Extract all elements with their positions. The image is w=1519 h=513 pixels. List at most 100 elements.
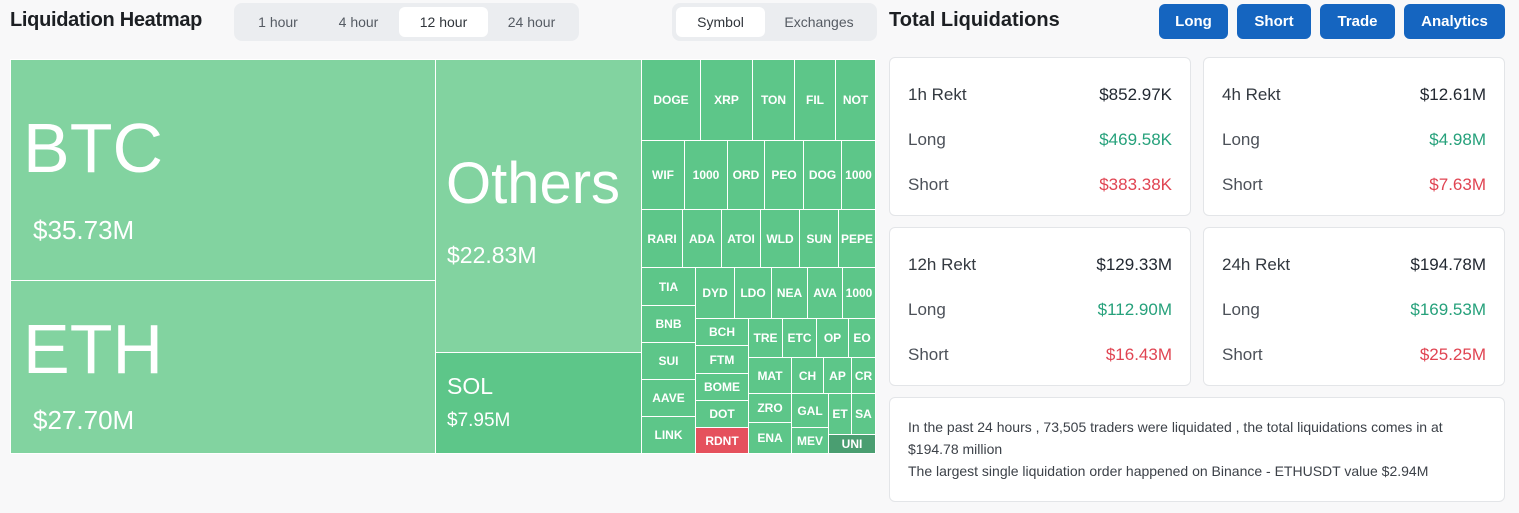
short-label: Short — [1222, 345, 1263, 364]
short-value: $7.63M — [1429, 175, 1486, 194]
view-symbol-tab[interactable]: Symbol — [676, 7, 765, 37]
rekt-card-12h: 12h Rekt $129.33M Long $112.90M Short $16.4… — [889, 227, 1191, 386]
heatmap-cell-small[interactable]: BNB — [641, 305, 696, 343]
view-selector: Symbol Exchanges — [672, 3, 877, 41]
rekt-total: $194.78M — [1410, 255, 1486, 274]
view-exchanges-tab[interactable]: Exchanges — [784, 14, 854, 30]
cell-symbol: SOL — [447, 373, 494, 399]
heatmap-cell-small[interactable]: PEPE — [838, 209, 876, 268]
long-value: $469.58K — [1099, 130, 1172, 149]
heatmap-cell-small[interactable]: DYD — [695, 267, 735, 319]
long-button[interactable]: Long — [1159, 4, 1228, 39]
heatmap-cell-small[interactable]: NOT — [835, 59, 876, 141]
heatmap-cell-small[interactable]: RDNT — [695, 427, 749, 454]
period-selector: 1 hour 4 hour 12 hour 24 hour — [234, 3, 579, 41]
heatmap-cell-small[interactable]: PEO — [764, 140, 804, 210]
heatmap-cell-small[interactable]: SA — [851, 393, 876, 435]
short-label: Short — [908, 175, 949, 194]
heatmap-cell-small[interactable]: DOG — [803, 140, 842, 210]
heatmap-cell-small[interactable]: ETC — [782, 318, 817, 358]
period-4h-tab[interactable]: 4 hour — [338, 14, 379, 30]
heatmap-cell-small[interactable]: LINK — [641, 416, 696, 454]
trade-button[interactable]: Trade — [1320, 4, 1395, 39]
cell-symbol: Others — [446, 151, 621, 216]
liquidation-summary: In the past 24 hours , 73,505 traders we… — [889, 397, 1505, 502]
heatmap-cell-small[interactable]: SUI — [641, 342, 696, 380]
heatmap-cell-small[interactable]: LDO — [734, 267, 772, 319]
cell-amount: $27.70M — [33, 405, 135, 435]
short-label: Short — [908, 345, 949, 364]
heatmap-cell-small[interactable]: FIL — [794, 59, 836, 141]
period-1h-tab[interactable]: 1 hour — [258, 14, 298, 30]
rekt-card-24h: 24h Rekt $194.78M Long $169.53M Short $25.2… — [1203, 227, 1505, 386]
heatmap-cell-small[interactable]: CH — [791, 357, 824, 394]
heatmap-cell-small[interactable]: ET — [828, 393, 852, 435]
cell-amount: $7.95M — [447, 410, 511, 431]
heatmap-cell-small[interactable]: RARI — [641, 209, 683, 268]
heatmap-cell-small[interactable]: AP — [823, 357, 852, 394]
rekt-period: 24h Rekt — [1222, 255, 1291, 274]
heatmap-cell-small[interactable]: WIF — [641, 140, 685, 210]
heatmap-cell-small[interactable]: ADA — [682, 209, 722, 268]
heatmap-cell-small[interactable]: FTM — [695, 345, 749, 374]
cell-amount: $35.73M — [33, 215, 135, 245]
heatmap-cell-small[interactable]: ENA — [748, 422, 792, 454]
heatmap-cell-small[interactable]: 1000 — [684, 140, 728, 210]
cell-symbol: BTC — [23, 109, 163, 187]
heatmap-cell-small[interactable]: 1000 — [842, 267, 876, 319]
long-label: Long — [908, 300, 946, 319]
rekt-total: $852.97K — [1099, 85, 1172, 104]
heatmap-cell-small[interactable]: BOME — [695, 373, 749, 401]
period-24h-tab[interactable]: 24 hour — [507, 14, 556, 30]
heatmap-cell-small[interactable]: ORD — [727, 140, 765, 210]
heatmap-cell-small[interactable]: BCH — [695, 318, 749, 346]
heatmap-cell-eth[interactable]: ETH $27.70M — [10, 280, 436, 454]
heatmap-cell-small[interactable]: DOT — [695, 400, 749, 428]
short-button[interactable]: Short — [1237, 4, 1311, 39]
heatmap-cell-small[interactable]: WLD — [760, 209, 800, 268]
rekt-period: 12h Rekt — [908, 255, 977, 274]
short-value: $25.25M — [1419, 345, 1486, 364]
heatmap-cell-small[interactable]: AAVE — [641, 379, 696, 417]
heatmap-cell-small[interactable]: TON — [752, 59, 795, 141]
heatmap-cell-small[interactable]: SUN — [799, 209, 839, 268]
heatmap-cell-sol[interactable]: SOL $7.95M — [435, 352, 642, 454]
rekt-total: $129.33M — [1096, 255, 1172, 274]
heatmap-cell-small[interactable]: ATOI — [721, 209, 761, 268]
heatmap-cell-small[interactable]: DOGE — [641, 59, 701, 141]
long-value: $169.53M — [1410, 300, 1486, 319]
heatmap-cell-small[interactable]: TIA — [641, 267, 696, 306]
heatmap-cell-small[interactable]: GAL — [791, 393, 829, 428]
period-12h-tab[interactable]: 12 hour — [399, 7, 488, 37]
heatmap-cell-small[interactable]: XRP — [700, 59, 753, 141]
heatmap-cell-others[interactable]: Others $22.83M — [435, 59, 642, 353]
rekt-period: 1h Rekt — [908, 85, 967, 104]
heatmap-cell-small[interactable]: MEV — [791, 427, 829, 454]
heatmap-cell-small[interactable]: OP — [816, 318, 849, 358]
cell-amount: $22.83M — [447, 242, 537, 268]
heatmap-cell-small[interactable]: MAT — [748, 357, 792, 394]
rekt-card-4h: 4h Rekt $12.61M Long $4.98M Short $7.63M — [1203, 57, 1505, 216]
heatmap-cell-small[interactable]: EO — [848, 318, 876, 358]
heatmap-cell-small[interactable]: ZRO — [748, 393, 792, 423]
rekt-card-1h: 1h Rekt $852.97K Long $469.58K Short $383.3… — [889, 57, 1191, 216]
short-value: $383.38K — [1099, 175, 1172, 194]
liquidation-heatmap: BTC $35.73M ETH $27.70M Others $22.83M S… — [10, 59, 876, 454]
heatmap-cell-btc[interactable]: BTC $35.73M — [10, 59, 436, 281]
heatmap-cell-small[interactable]: 1000 — [841, 140, 876, 210]
rekt-total: $12.61M — [1419, 85, 1486, 104]
heatmap-cell-small[interactable]: TRE — [748, 318, 783, 358]
long-value: $112.90M — [1097, 300, 1172, 319]
long-label: Long — [1222, 130, 1260, 149]
heatmap-cell-small[interactable]: UNI — [828, 434, 876, 454]
heatmap-cell-small[interactable]: AVA — [807, 267, 843, 319]
short-label: Short — [1222, 175, 1263, 194]
summary-line-1: In the past 24 hours , 73,505 traders we… — [908, 419, 1443, 457]
cell-symbol: ETH — [23, 310, 163, 388]
long-label: Long — [1222, 300, 1260, 319]
heatmap-cell-small[interactable]: NEA — [771, 267, 808, 319]
short-value: $16.43M — [1105, 345, 1172, 364]
rekt-period: 4h Rekt — [1222, 85, 1281, 104]
heatmap-cell-small[interactable]: CR — [851, 357, 876, 394]
analytics-button[interactable]: Analytics — [1404, 4, 1505, 39]
